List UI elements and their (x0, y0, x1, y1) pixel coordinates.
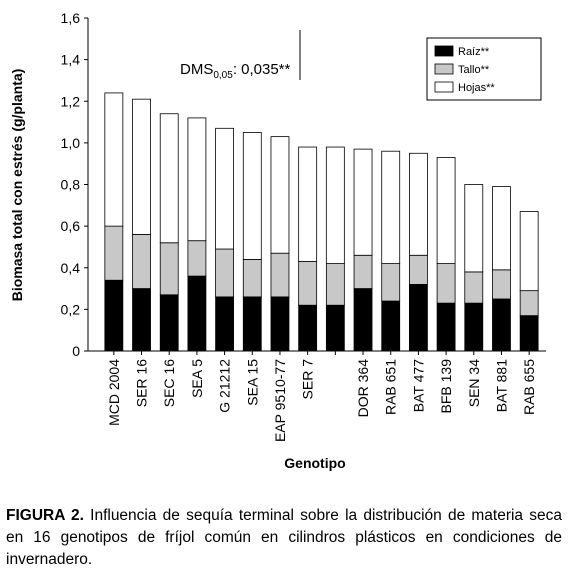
x-tick-label: RAB 651 (383, 359, 399, 415)
bar-segment (242, 296, 262, 352)
x-tick-label: BAT 477 (410, 359, 426, 412)
bar-segment (104, 225, 124, 281)
bar-segment (298, 146, 318, 262)
bar-segment (187, 240, 207, 277)
x-tick-label: SER 7 (300, 359, 316, 400)
bar-segment (353, 288, 373, 352)
bar-segment (409, 152, 428, 256)
annotation: DMS0,05: 0,035** (180, 61, 291, 81)
y-tick-label: 0,8 (61, 177, 81, 193)
x-axis-label: Genotipo (284, 455, 345, 471)
bar-segment (381, 263, 401, 302)
bar-segment (492, 269, 511, 300)
x-tick-label: SER 16 (134, 359, 150, 407)
bar-segment (104, 279, 124, 352)
y-axis-label: Biomasa total con estrés (g/planta) (9, 69, 25, 302)
bar-segment (325, 263, 345, 306)
bar-segment (325, 146, 345, 264)
bar-segment (242, 259, 262, 298)
bar-segment (436, 263, 456, 304)
legend-swatch (434, 45, 454, 57)
bar-segment (215, 248, 234, 298)
bar-segment (492, 186, 511, 271)
legend-label: Hojas** (458, 82, 495, 94)
bar-segment (187, 117, 207, 242)
bar-segment (215, 296, 234, 352)
y-tick-label: 0,4 (61, 260, 81, 276)
bar-segment (353, 254, 373, 289)
bar-segment (492, 298, 511, 352)
legend-label: Tallo** (458, 64, 490, 76)
bar-segment (381, 150, 401, 264)
x-tick-label: SEN 34 (466, 359, 482, 407)
bar-segment (519, 315, 539, 352)
bar-segment (409, 254, 428, 285)
bar-segment (325, 304, 345, 352)
bar-segment (464, 302, 484, 352)
bar-segment (159, 294, 179, 352)
bar-segment (132, 98, 151, 235)
bar-segment (132, 234, 151, 289)
x-tick-label: MCD 2004 (106, 359, 122, 426)
bar-segment (159, 242, 179, 296)
x-tick-label: RAB 655 (521, 359, 537, 415)
bar-segment (270, 296, 290, 352)
bar-segment (159, 113, 179, 244)
bar-segment (464, 271, 484, 304)
x-tick-label: SEC 16 (161, 359, 177, 407)
bar-segment (298, 304, 318, 352)
caption: FIGURA 2. Influencia de sequía terminal … (6, 505, 562, 571)
bar-segment (436, 302, 456, 352)
chart: Biomasa total con estrés (g/planta) Geno… (9, 10, 546, 471)
y-tick-label: 1,0 (61, 135, 81, 151)
caption-label: FIGURA 2. (6, 507, 84, 524)
x-tick-label: SEA 15 (244, 359, 260, 406)
y-tick-label: 1,2 (61, 93, 81, 109)
bar-segment (187, 275, 207, 352)
bar-segment (519, 211, 539, 292)
bar-segment (464, 184, 484, 273)
x-tick-label: SEA 5 (189, 359, 205, 398)
y-tick-label: 1,6 (61, 10, 81, 26)
bar-segment (242, 132, 262, 260)
y-tick-label: 0 (72, 343, 80, 359)
bar-segment (436, 157, 456, 264)
annotation-rest: : 0,035** (233, 61, 291, 78)
bar-segment (409, 283, 428, 352)
x-tick-label: EAP 9510-77 (272, 359, 288, 442)
bar-segment (132, 288, 151, 352)
bar-segment (215, 127, 234, 250)
caption-text: Influencia de sequía terminal sobre la d… (6, 507, 562, 568)
bar-segment (270, 252, 290, 298)
y-tick-label: 0,2 (61, 301, 81, 317)
legend-swatch (434, 81, 454, 93)
annotation-sub: 0,05 (213, 70, 233, 81)
y-tick-label: 0,6 (61, 218, 81, 234)
y-tick-label: 1,4 (61, 52, 81, 68)
bar-segment (381, 300, 401, 352)
bar-segment (519, 290, 539, 317)
legend-swatch (434, 63, 454, 75)
bar-segment (353, 148, 373, 256)
bar-segment (104, 92, 124, 227)
x-tick-label: BFB 139 (438, 359, 454, 414)
x-tick-label: G 21212 (217, 359, 233, 413)
bar-segment (270, 136, 290, 254)
x-tick-label: DOR 364 (355, 359, 371, 418)
x-tick-label: BAT 881 (493, 359, 509, 412)
bar-segment (298, 261, 318, 306)
annotation-main: DMS (180, 61, 213, 78)
legend-label: Raíz** (458, 46, 490, 58)
